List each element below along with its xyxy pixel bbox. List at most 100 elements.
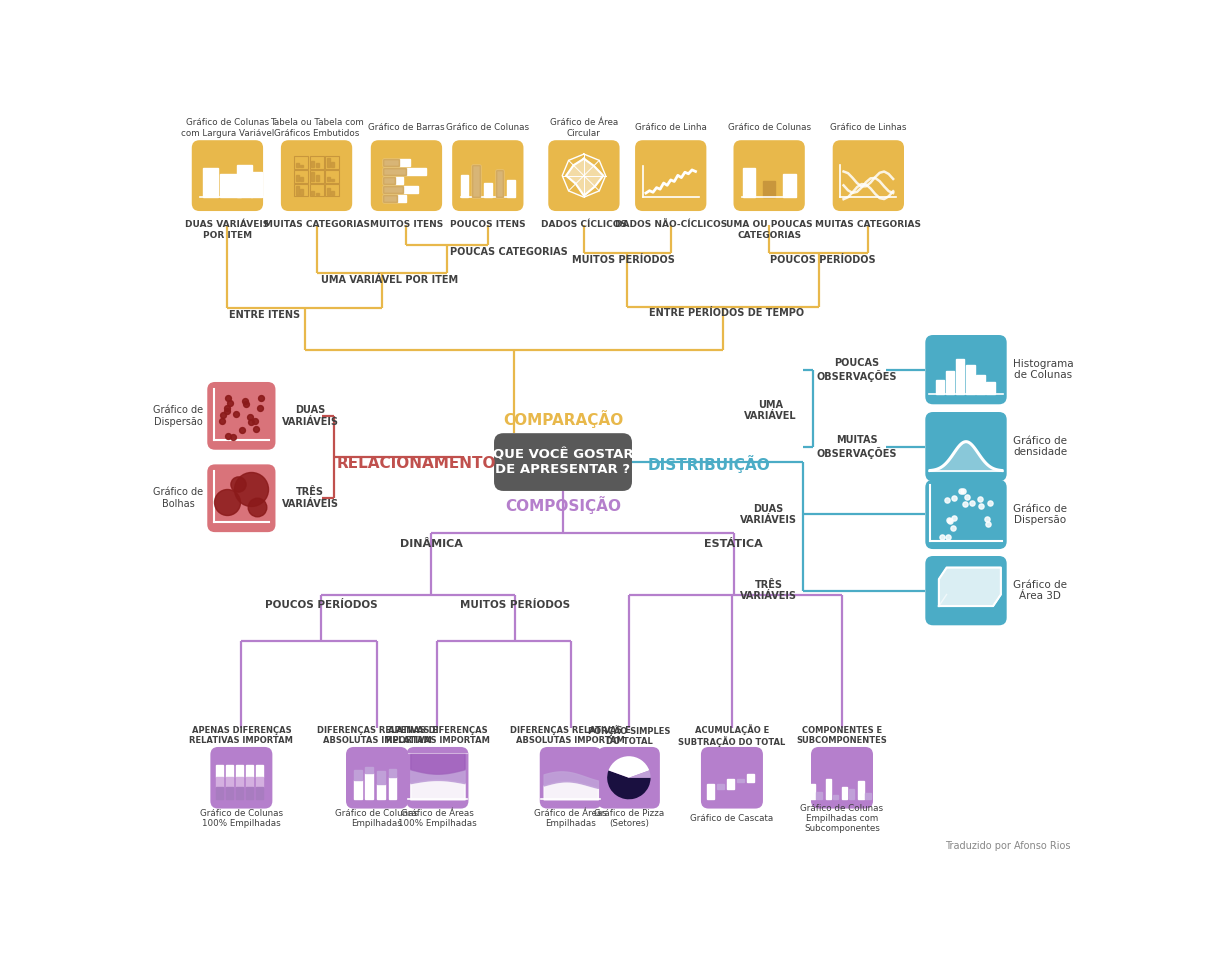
Point (218, 403, 238, 419)
FancyBboxPatch shape (540, 747, 602, 809)
Point (218, 494, 238, 509)
Bar (257, 765, 263, 777)
Bar (727, 779, 734, 790)
Bar (384, 177, 403, 184)
Bar (257, 787, 263, 799)
Text: DIFERENÇAS RELATIVAS E
ABSOLUTAS IMPORTAM: DIFERENÇAS RELATIVAS E ABSOLUTAS IMPORTA… (317, 726, 437, 745)
FancyBboxPatch shape (733, 141, 805, 211)
Text: Gráfico de Linha: Gráfico de Linha (635, 123, 706, 132)
Text: Gráfico de Linhas: Gráfico de Linhas (831, 123, 906, 132)
FancyBboxPatch shape (452, 141, 524, 211)
Bar (507, 180, 515, 196)
Text: Gráfico de Colunas: Gráfico de Colunas (727, 123, 811, 132)
Point (235, 394, 255, 409)
Bar (227, 787, 233, 799)
Point (937, 492, 956, 508)
Text: ESTÁTICA: ESTÁTICA (704, 539, 762, 549)
Bar (326, 189, 330, 195)
Bar (833, 794, 838, 799)
Bar (315, 193, 319, 195)
FancyBboxPatch shape (407, 747, 469, 809)
Point (250, 401, 269, 416)
Text: MUITOS ITENS: MUITOS ITENS (370, 221, 443, 229)
Text: DADOS NÃO-CÍCLICOS: DADOS NÃO-CÍCLICOS (615, 221, 727, 229)
FancyBboxPatch shape (926, 480, 1007, 549)
Point (956, 496, 976, 511)
Point (945, 510, 965, 526)
Text: MUITAS CATEGORIAS: MUITAS CATEGORIAS (263, 221, 369, 229)
Bar (353, 769, 362, 780)
Text: Gráfico de Barras: Gráfico de Barras (368, 123, 445, 132)
Text: Tabela ou Tabela com
Gráficos Embutidos: Tabela ou Tabela com Gráficos Embutidos (269, 118, 363, 138)
Bar (294, 156, 308, 169)
FancyBboxPatch shape (211, 747, 273, 809)
Bar (384, 187, 418, 194)
Text: UMA
VARIÁVEL: UMA VARIÁVEL (744, 400, 797, 421)
Bar (311, 192, 314, 195)
Text: DISTRIBUIÇÃO: DISTRIBUIÇÃO (648, 455, 771, 473)
Bar (236, 787, 244, 799)
Point (246, 421, 266, 436)
Bar (251, 172, 262, 196)
Text: DADOS CÍCLICOS: DADOS CÍCLICOS (541, 221, 627, 229)
FancyBboxPatch shape (548, 141, 620, 211)
Text: APENAS DIFERENÇAS
RELATIVAS IMPORTAM: APENAS DIFERENÇAS RELATIVAS IMPORTAM (386, 726, 490, 745)
Point (951, 483, 971, 499)
Text: Gráfico de Colunas
100% Empilhadas: Gráfico de Colunas 100% Empilhadas (200, 809, 283, 828)
Text: APENAS DIFERENÇAS
RELATIVAS IMPORTAM: APENAS DIFERENÇAS RELATIVAS IMPORTAM (190, 726, 294, 745)
Bar (956, 359, 965, 394)
Bar (384, 159, 398, 166)
Point (962, 495, 982, 510)
Polygon shape (566, 159, 603, 195)
Bar (202, 168, 218, 196)
Bar (236, 765, 244, 777)
Text: DUAS
VARIÁVEIS: DUAS VARIÁVEIS (741, 504, 797, 525)
Point (240, 409, 259, 425)
Text: TRÊS
VARIÁVEIS: TRÊS VARIÁVEIS (741, 580, 797, 602)
FancyBboxPatch shape (926, 412, 1007, 482)
Text: PORÇÃO SIMPLES
DO TOTAL: PORÇÃO SIMPLES DO TOTAL (588, 725, 670, 746)
Text: RELACIONAMENTO: RELACIONAMENTO (336, 456, 496, 471)
Point (219, 429, 239, 444)
Point (977, 511, 996, 527)
Text: DIFERENÇAS RELATIVAS E
ABSOLUTAS IMPORTAM: DIFERENÇAS RELATIVAS E ABSOLUTAS IMPORTA… (510, 726, 631, 745)
Point (218, 391, 238, 406)
Bar (826, 779, 831, 799)
Point (940, 513, 960, 529)
Point (212, 413, 231, 429)
Text: Gráfico de Áreas
100% Empilhadas: Gráfico de Áreas 100% Empilhadas (398, 809, 476, 828)
Bar (966, 365, 974, 394)
Text: MUITAS CATEGORIAS: MUITAS CATEGORIAS (815, 221, 921, 229)
Wedge shape (609, 756, 649, 778)
Bar (496, 169, 503, 196)
Text: Gráfico de Pizza
(Setores): Gráfico de Pizza (Setores) (593, 809, 664, 828)
Point (227, 406, 246, 422)
Text: COMPOSIÇÃO: COMPOSIÇÃO (505, 496, 621, 514)
Point (970, 492, 989, 508)
Bar (301, 190, 303, 195)
Bar (216, 777, 223, 787)
Bar (384, 177, 395, 184)
Text: MUITOS PERÍODOS: MUITOS PERÍODOS (460, 600, 570, 610)
Point (247, 500, 267, 515)
Bar (326, 177, 330, 181)
Bar (384, 195, 407, 202)
Bar (331, 179, 335, 181)
Bar (849, 789, 854, 799)
Bar (496, 169, 503, 196)
FancyBboxPatch shape (370, 141, 442, 211)
Bar (762, 181, 776, 196)
Bar (384, 195, 397, 202)
Bar (717, 784, 723, 790)
Text: MUITAS
OBSERVAÇÕES: MUITAS OBSERVAÇÕES (816, 434, 896, 458)
FancyBboxPatch shape (281, 141, 352, 211)
Bar (737, 779, 744, 782)
Point (944, 521, 963, 536)
Bar (227, 765, 233, 777)
Bar (473, 165, 480, 196)
Bar (257, 777, 263, 787)
Bar (747, 773, 754, 782)
Bar (326, 158, 330, 168)
Bar (384, 168, 407, 175)
Text: Traduzido por Afonso Rios: Traduzido por Afonso Rios (945, 841, 1071, 850)
